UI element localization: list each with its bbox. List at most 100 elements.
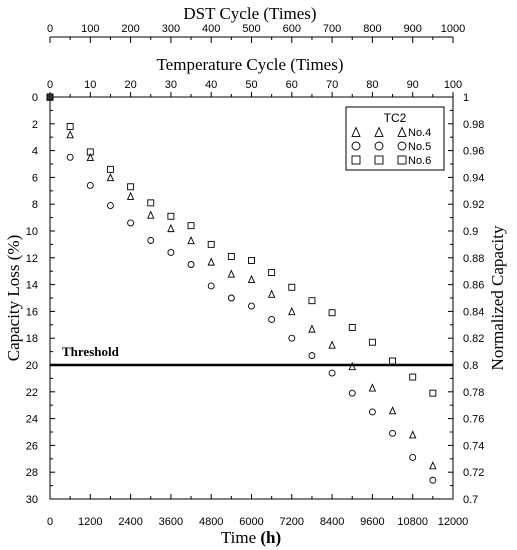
- data-point-circle: [187, 261, 195, 268]
- legend-marker-circle: [374, 141, 384, 151]
- x-tick-label: 4800: [199, 516, 223, 528]
- y-right-tick-label: 0.92: [463, 199, 484, 211]
- x-tick-label: 8400: [320, 516, 344, 528]
- data-point-circle: [207, 282, 215, 290]
- legend-box: [345, 106, 445, 171]
- series-layer: [46, 92, 437, 484]
- y-right-tick-label: 0.72: [463, 467, 484, 479]
- legend-marker-circle: [397, 141, 407, 151]
- y-left-label: Capacity Loss (%): [4, 235, 23, 362]
- x-label-text: Time: [221, 528, 256, 547]
- data-point-circle: [308, 352, 316, 360]
- y-left-tick-label: 0: [32, 92, 38, 104]
- data-point-triangle: [308, 324, 316, 333]
- y-left-tick-label: 6: [32, 172, 38, 184]
- data-point-triangle: [66, 130, 74, 139]
- dst-tick-label: 600: [283, 23, 301, 35]
- data-point-square: [328, 309, 336, 317]
- data-point-circle: [66, 153, 74, 161]
- y-left-tick-label: 26: [26, 440, 38, 452]
- data-point-square: [207, 240, 215, 248]
- data-point-circle: [167, 248, 175, 256]
- data-point-square: [167, 212, 175, 220]
- data-point-square: [127, 183, 135, 191]
- y-right-tick-label: 0.96: [463, 146, 484, 158]
- y-right-tick-label: 0.78: [463, 387, 484, 399]
- y-left-tick-label: 30: [26, 494, 38, 506]
- data-point-circle: [429, 476, 437, 484]
- y-left-tick-label: 24: [26, 414, 38, 426]
- data-point-triangle: [126, 191, 135, 200]
- data-point-triangle: [227, 269, 236, 278]
- temp-tick-label: 80: [366, 79, 378, 91]
- data-point-circle: [106, 202, 114, 209]
- data-point-circle: [368, 408, 376, 416]
- temp-axis: 0 10 20 30 40 50 60 70 80 90 100: [47, 79, 462, 97]
- y-right-tick-label: 0.82: [463, 333, 484, 345]
- legend-title: TC2: [384, 111, 407, 125]
- x-tick-label: 2400: [118, 516, 142, 528]
- data-point-triangle: [167, 223, 175, 233]
- data-point-square: [389, 357, 396, 365]
- y-left-tick-label: 10: [26, 226, 38, 238]
- dst-tick-label: 0: [47, 23, 53, 35]
- y-right-tick-label: 0.76: [463, 414, 484, 426]
- temp-tick-label: 0: [47, 79, 53, 91]
- y-right-label: Normalized Capacity: [488, 225, 507, 370]
- legend-label: No.4: [408, 127, 431, 139]
- data-point-circle: [288, 334, 296, 342]
- data-point-triangle: [247, 274, 256, 283]
- data-point-triangle: [288, 307, 296, 316]
- dst-tick-label: 200: [121, 23, 139, 35]
- dst-tick-label: 400: [202, 23, 220, 35]
- y-right-tick-label: 0.88: [463, 253, 484, 265]
- x-tick-label: 6000: [239, 516, 263, 528]
- data-point-square: [409, 373, 417, 381]
- y-right-tick-label: 0.86: [463, 280, 484, 292]
- data-point-triangle: [368, 383, 377, 392]
- data-point-square: [227, 253, 235, 260]
- x-tick-label: 10800: [397, 516, 428, 528]
- data-point-square: [268, 269, 276, 276]
- y-left-tick-label: 12: [26, 253, 38, 265]
- x-tick-label: 12000: [438, 516, 469, 528]
- threshold-label: Threshold: [62, 344, 120, 359]
- legend-marker-triangle: [397, 126, 407, 137]
- temp-tick-label: 20: [124, 79, 136, 91]
- legend-marker-triangle: [351, 126, 361, 137]
- x-tick-label: 0: [47, 516, 53, 528]
- y-left-tick-label: 8: [32, 199, 38, 211]
- legend-marker-square: [374, 155, 384, 165]
- y-left-tick-label: 28: [26, 467, 38, 479]
- origin-point: [46, 93, 54, 101]
- legend-label: No.5: [408, 141, 431, 153]
- x-axis: 0 1200 2400 3600 4800 6000 7200 8400 9600 10800 12…: [47, 494, 468, 528]
- temp-tick-label: 90: [407, 79, 419, 91]
- legend-label: No.6: [408, 155, 431, 167]
- data-point-circle: [409, 454, 417, 461]
- legend: TC2 No.4 No.5 No.6: [345, 106, 445, 171]
- data-point-square: [429, 389, 437, 397]
- data-point-circle: [127, 219, 135, 227]
- temp-tick-label: 100: [444, 79, 462, 91]
- data-point-square: [66, 123, 74, 130]
- data-point-triangle: [348, 361, 356, 371]
- x-tick-label: 1200: [78, 516, 102, 528]
- data-point-circle: [248, 302, 255, 310]
- data-point-circle: [147, 236, 155, 244]
- y-right-tick-label: 1: [463, 92, 469, 104]
- y-right-tick-label: 0.84: [463, 306, 484, 318]
- dst-tick-label: 700: [323, 23, 341, 35]
- data-point-square: [368, 338, 376, 346]
- data-point-circle: [268, 315, 276, 323]
- temp-tick-label: 50: [245, 79, 257, 91]
- series-no-6: [46, 93, 437, 397]
- data-point-triangle: [388, 406, 397, 415]
- dst-axis-title: DST Cycle (Times): [183, 4, 316, 23]
- y-left-tick-label: 22: [26, 387, 38, 399]
- data-point-square: [308, 297, 316, 305]
- data-point-triangle: [106, 173, 115, 182]
- y-left-tick-label: 4: [32, 146, 38, 158]
- temp-tick-label: 60: [286, 79, 298, 91]
